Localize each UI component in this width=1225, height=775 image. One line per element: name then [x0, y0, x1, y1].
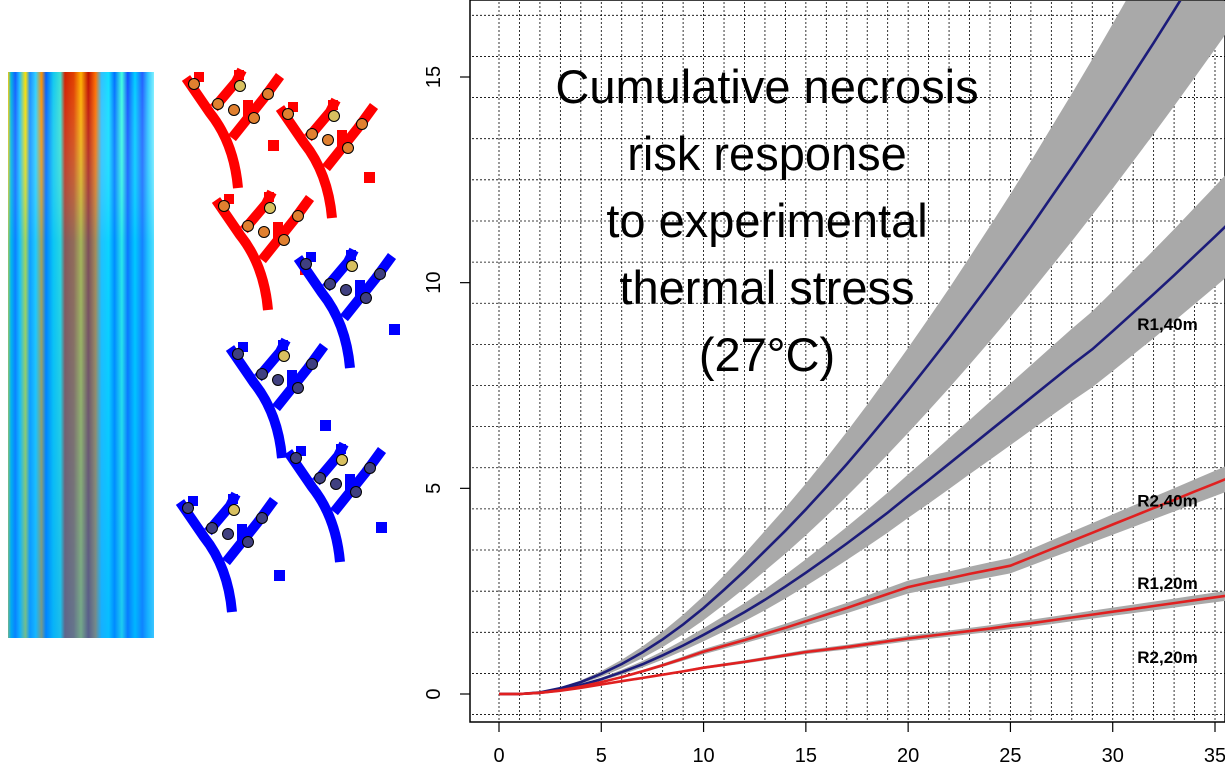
- x-tick-label: 25: [999, 745, 1021, 767]
- coral-branch: [293, 247, 400, 369]
- coral-branch: [225, 337, 331, 459]
- marker-square: [268, 140, 279, 151]
- marker-square: [274, 570, 285, 581]
- polyp-dot: [374, 268, 386, 280]
- polyp-dot: [322, 134, 334, 146]
- illustration-panel: [8, 67, 400, 638]
- polyp-dot: [292, 210, 304, 222]
- polyp-dot: [222, 528, 234, 540]
- chart-title-line: risk response: [627, 127, 907, 180]
- coral-branch: [175, 491, 285, 613]
- temperature-heatmap: [8, 72, 154, 638]
- coral-branches: [175, 67, 400, 613]
- polyp-dot: [258, 226, 270, 238]
- polyp-dot: [228, 504, 240, 516]
- polyp-dot: [256, 368, 268, 380]
- polyp-dot: [330, 478, 342, 490]
- x-tick-label: 10: [692, 745, 714, 767]
- series-lines: [499, 1, 1225, 696]
- polyp-dot: [228, 104, 240, 116]
- polyp-dot: [278, 234, 290, 246]
- polyp-dot: [256, 512, 268, 524]
- coral-branch: [275, 97, 379, 219]
- heatmap-overlay: [8, 72, 154, 638]
- chart-title-line: Cumulative necrosis: [555, 60, 978, 113]
- polyp-dot: [356, 118, 368, 130]
- polyp-dot: [212, 98, 224, 110]
- polyp-dot: [292, 382, 304, 394]
- chart-title: Cumulative necrosis risk response to exper…: [555, 60, 978, 381]
- marker-square: [320, 420, 331, 431]
- polyp-dot: [324, 278, 336, 290]
- polyp-dot: [306, 128, 318, 140]
- confidence-band: [499, 1, 1225, 694]
- series-line: [499, 225, 1225, 696]
- polyp-dot: [282, 108, 294, 120]
- chart: 0 5 10 15 20 25 30 35 0 5 10 15 R1,40m R2,40m R1,20m…: [423, 0, 1225, 767]
- polyp-dot: [182, 502, 194, 514]
- x-tick-label: 30: [1102, 745, 1124, 767]
- polyp-dot: [278, 350, 290, 362]
- polyp-dot: [290, 452, 302, 464]
- coral-branch: [283, 441, 387, 563]
- curve-label: R1,20m: [1137, 574, 1197, 593]
- marker-square: [376, 522, 387, 533]
- series-line: [499, 594, 1225, 696]
- polyp-dot: [264, 202, 276, 214]
- polyp-dot: [218, 200, 230, 212]
- chart-title-line: to experimental: [606, 194, 927, 247]
- x-tick-label: 20: [897, 745, 919, 767]
- polyp-dot: [262, 88, 274, 100]
- curve-label: R2,20m: [1137, 648, 1197, 667]
- marker-square: [364, 172, 375, 183]
- series-line: [499, 477, 1225, 696]
- marker-square: [389, 324, 400, 335]
- curve-label: R1,40m: [1137, 315, 1197, 334]
- polyp-dot: [272, 374, 284, 386]
- x-tick-label: 15: [795, 745, 817, 767]
- series-line: [499, 1, 1182, 696]
- y-tick-label: 15: [423, 66, 445, 88]
- x-tick-label: 5: [596, 745, 607, 767]
- x-tick-label: 35: [1204, 745, 1225, 767]
- coral-branch: [181, 67, 285, 189]
- polyp-dot: [314, 472, 326, 484]
- y-axis: 0 5 10 15: [423, 66, 470, 700]
- polyp-dot: [342, 142, 354, 154]
- polyp-dot: [306, 358, 318, 370]
- curve-labels: R1,40m R2,40m R1,20m R2,20m: [1137, 315, 1197, 667]
- polyp-dot: [336, 454, 348, 466]
- polyp-dot: [248, 112, 260, 124]
- polyp-dot: [300, 258, 312, 270]
- polyp-dot: [234, 80, 246, 92]
- y-tick-label: 0: [423, 688, 445, 699]
- polyp-dot: [242, 220, 254, 232]
- chart-title-line: thermal stress: [619, 261, 914, 314]
- y-tick-label: 10: [423, 272, 445, 294]
- polyp-dot: [364, 462, 376, 474]
- confidence-band: [499, 591, 1225, 694]
- x-tick-label: 0: [493, 745, 504, 767]
- polyp-dot: [206, 522, 218, 534]
- polyp-dot: [328, 110, 340, 122]
- polyp-dot: [188, 78, 200, 90]
- y-tick-label: 5: [423, 483, 445, 494]
- x-axis: 0 5 10 15 20 25 30 35: [493, 722, 1225, 767]
- curve-label: R2,40m: [1137, 492, 1197, 511]
- polyp-dot: [242, 536, 254, 548]
- polyp-dot: [346, 260, 358, 272]
- polyp-dot: [232, 348, 244, 360]
- chart-title-line: (27°C): [699, 328, 835, 381]
- polyp-dot: [340, 284, 352, 296]
- polyp-dot: [350, 486, 362, 498]
- confidence-bands: [499, 1, 1225, 694]
- coral-branch: [211, 189, 315, 311]
- polyp-dot: [360, 292, 372, 304]
